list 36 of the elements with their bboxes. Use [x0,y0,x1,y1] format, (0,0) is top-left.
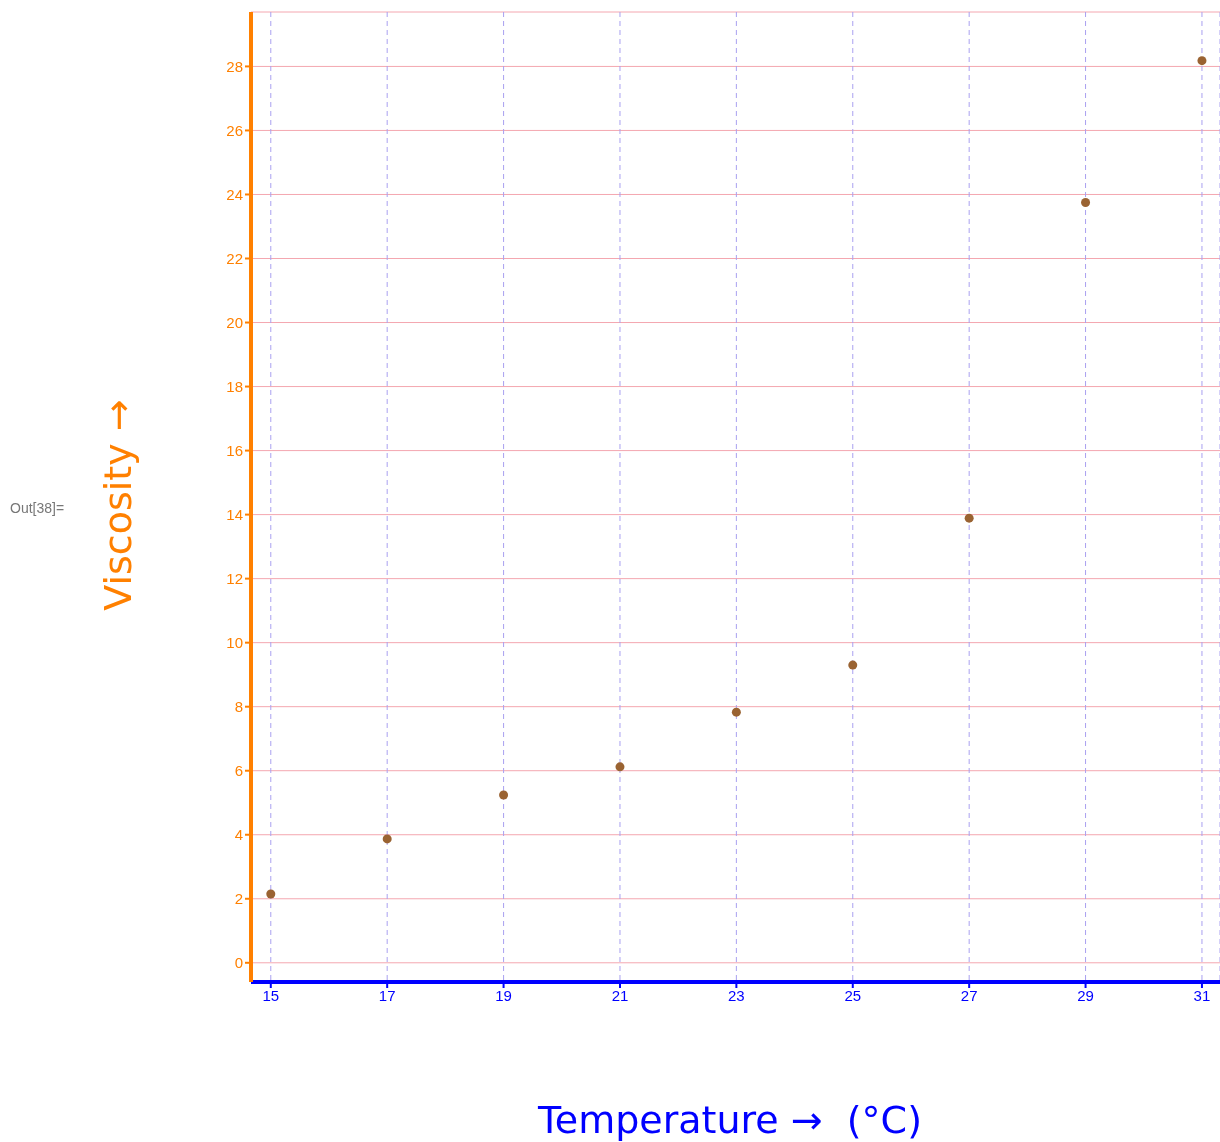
point [1081,197,1091,207]
x-tick-label: 27 [960,986,978,1004]
x-tick-label: 21 [611,986,629,1004]
x-tick-label: 15 [262,986,280,1004]
y-tick-label: 22 [226,249,243,267]
y-tick-label: 28 [226,57,243,75]
point [382,834,392,844]
x-tick-label: 29 [1077,986,1094,1004]
x-tick-label: 23 [728,986,745,1004]
y-tick-label: 20 [226,313,243,331]
y-tick-label: 18 [226,377,243,395]
point [848,660,858,670]
text: Out[38]= [10,500,65,516]
y-tick-label: 8 [234,698,243,716]
point [731,707,741,717]
y-tick-label: 0 [234,954,243,972]
y-tick-label: 12 [226,569,243,587]
y-tick-label: 6 [234,762,243,780]
point [964,513,974,523]
y-tick-label: 14 [226,505,243,523]
x-axis-title: Temperature → (°C) [538,1098,922,1142]
y-tick-label: 24 [226,185,243,203]
point [266,889,276,899]
point [615,762,625,772]
y-tick-label: 2 [234,890,243,908]
x-tick-label: 31 [1193,986,1211,1004]
y-axis-title: Viscosity → [96,399,140,611]
y-tick-label: 4 [234,826,243,844]
x-tick-label: 25 [844,986,862,1004]
y-tick-label: 16 [226,441,243,459]
x-tick-label: 17 [378,986,396,1004]
x-tick-label: 19 [495,986,512,1004]
y-tick-label: 26 [226,121,243,139]
point [1197,56,1207,66]
point [499,790,509,800]
y-tick-label: 10 [226,633,243,651]
